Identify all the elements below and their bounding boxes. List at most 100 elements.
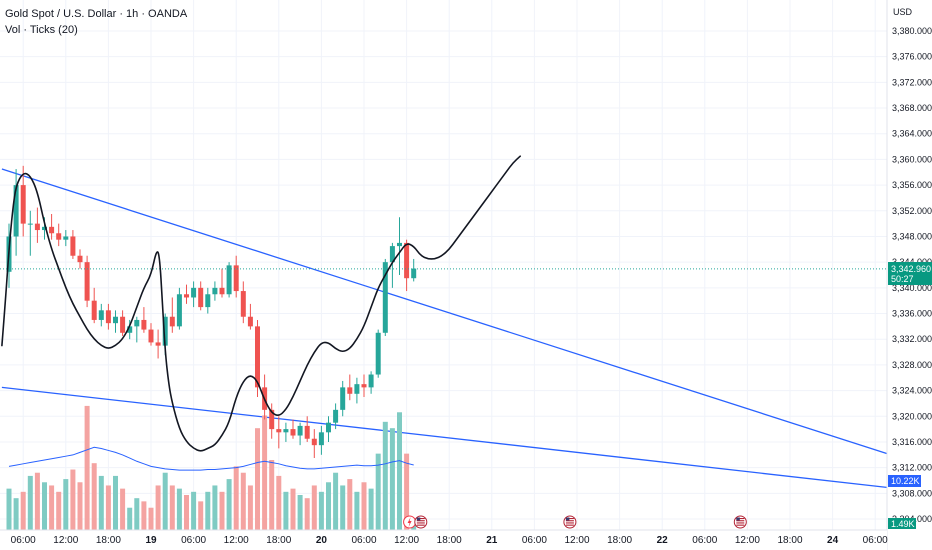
candle xyxy=(91,287,97,324)
candle-body xyxy=(304,425,310,439)
candle-body xyxy=(169,316,175,327)
y-tick-label: 3,328.000 xyxy=(892,360,932,370)
candle xyxy=(84,255,90,308)
candle xyxy=(397,217,402,275)
candle-body xyxy=(226,265,232,295)
candle-body xyxy=(283,429,289,433)
x-tick-label: 18:00 xyxy=(96,535,121,546)
plot-background[interactable] xyxy=(0,0,887,530)
volume-bar xyxy=(262,415,268,530)
candle xyxy=(20,165,26,237)
candle-body xyxy=(191,287,197,298)
candle xyxy=(283,422,289,442)
candle xyxy=(318,425,324,455)
flash-icon[interactable] xyxy=(403,515,417,529)
volume-bar xyxy=(389,428,395,530)
candles xyxy=(6,165,417,458)
us-flag-stripe xyxy=(416,518,425,520)
candle-body xyxy=(297,425,303,436)
volume-bar xyxy=(347,479,353,530)
candle xyxy=(169,297,175,333)
vol-badge-bg xyxy=(888,518,916,529)
volume-bar xyxy=(333,472,339,530)
candle xyxy=(276,416,282,449)
candle-body xyxy=(120,316,126,333)
y-tick-label: 3,372.000 xyxy=(892,77,932,87)
hand-drawn-projection-path[interactable] xyxy=(1,155,521,452)
grid xyxy=(0,0,887,530)
symbol-title[interactable]: Gold Spot / U.S. Dollar · 1h · OANDA xyxy=(5,8,188,20)
candle xyxy=(368,371,374,394)
candle-body xyxy=(382,262,388,333)
y-tick-label: 3,364.000 xyxy=(892,129,932,139)
candle-body xyxy=(347,387,353,394)
y-tick-label: 3,308.000 xyxy=(892,488,932,498)
candle-body xyxy=(162,316,168,346)
us-flag-stripe xyxy=(416,524,425,526)
candle xyxy=(297,422,303,446)
volume-bar xyxy=(127,507,133,530)
x-tick-label: 24 xyxy=(827,535,839,546)
us-flag-icon[interactable] xyxy=(733,515,747,529)
volume-bar xyxy=(27,475,33,530)
volume-bar xyxy=(141,501,147,530)
candle-body xyxy=(404,242,410,279)
candle-body xyxy=(91,300,97,320)
currency-label: USD xyxy=(893,7,913,17)
candle xyxy=(404,239,410,292)
candle xyxy=(113,310,118,333)
trendline xyxy=(1,386,911,491)
volume-bar xyxy=(219,491,225,530)
x-tick-label: 12:00 xyxy=(53,535,78,546)
x-tick-label: 06:00 xyxy=(11,535,36,546)
x-tick-label: 06:00 xyxy=(351,535,376,546)
candle xyxy=(340,380,346,417)
volume-bar xyxy=(397,412,402,530)
volume-bar xyxy=(91,463,97,530)
candle-body xyxy=(198,287,204,308)
volume-bar xyxy=(205,491,211,530)
volume-bar xyxy=(255,428,260,530)
candle xyxy=(49,214,55,240)
candle xyxy=(98,303,104,327)
y-tick-label: 3,360.000 xyxy=(892,154,932,164)
us-flag-icon[interactable] xyxy=(563,515,577,529)
candle xyxy=(219,268,225,298)
candle xyxy=(127,319,133,340)
candle xyxy=(361,374,367,397)
chart-legend[interactable]: Gold Spot / U.S. Dollar · 1h · OANDA Vol… xyxy=(5,6,187,38)
candle xyxy=(134,316,140,343)
us-flag-icon[interactable] xyxy=(414,515,428,529)
x-tick-label: 12:00 xyxy=(564,535,589,546)
vol-ma-badge-bg xyxy=(888,475,921,487)
candle xyxy=(411,258,417,282)
x-tick-label: 06:00 xyxy=(863,535,888,546)
candle-body xyxy=(354,384,360,394)
events[interactable] xyxy=(403,515,747,529)
candle-body xyxy=(205,294,211,308)
candle-body xyxy=(290,429,296,436)
volume-bar xyxy=(212,485,218,530)
candle-body xyxy=(49,226,55,234)
y-tick-label: 3,316.000 xyxy=(892,437,932,447)
volume-bar xyxy=(226,479,232,530)
candle-body xyxy=(389,246,395,263)
us-flag-icon-circle xyxy=(414,515,428,529)
us-flag-stripe xyxy=(736,520,745,522)
trendlines[interactable] xyxy=(1,168,911,491)
candle xyxy=(184,284,189,304)
time-axis[interactable] xyxy=(0,530,887,550)
x-tick-label: 21 xyxy=(486,535,498,546)
candle xyxy=(304,416,310,442)
us-flag-canton xyxy=(736,517,740,521)
candle-body xyxy=(27,223,33,225)
price-badge-value: 3,342.960 xyxy=(891,264,931,274)
y-tick-label: 3,376.000 xyxy=(892,52,932,62)
volume-bar xyxy=(134,498,140,530)
candle-body xyxy=(361,384,367,388)
indicator-title[interactable]: Vol · Ticks (20) xyxy=(5,24,78,36)
volume-bar xyxy=(354,491,360,530)
y-tick-labels: 3,380.000 3,376.000 3,372.000 3,368.000 3,36… xyxy=(892,26,932,524)
candle xyxy=(212,281,218,301)
